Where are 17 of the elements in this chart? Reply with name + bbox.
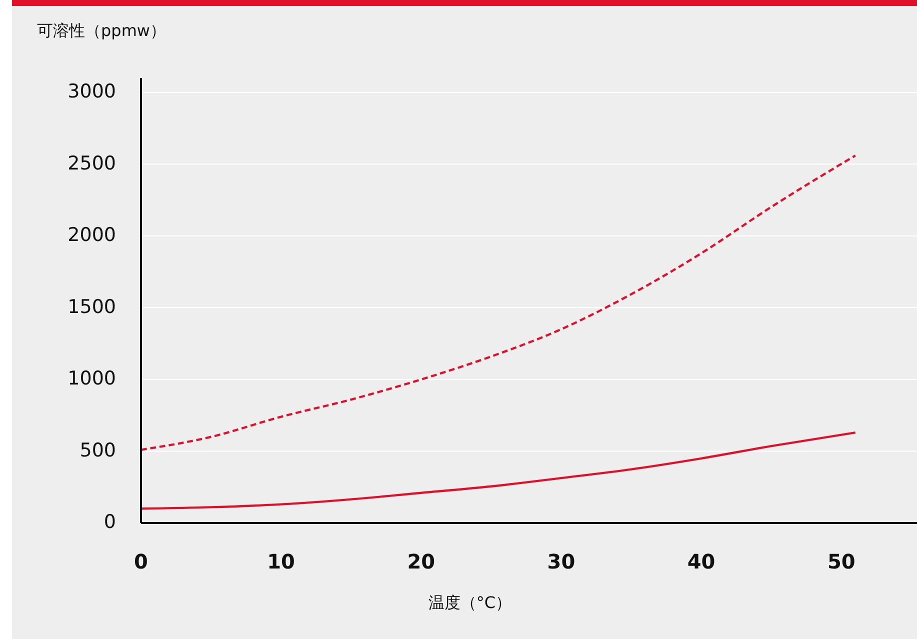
y-tick-label: 2000 <box>68 224 116 246</box>
x-tick-label: 30 <box>547 549 576 574</box>
x-tick-label: 0 <box>134 549 148 574</box>
y-tick-label: 1000 <box>68 368 116 390</box>
y-tick-label: 0 <box>104 511 116 534</box>
x-tick-label: 40 <box>687 549 716 574</box>
y-tick-label: 3000 <box>68 80 116 103</box>
x-tick-label: 20 <box>407 549 436 574</box>
y-tick-label: 500 <box>80 439 116 462</box>
y-tick-label: 1500 <box>68 296 116 318</box>
line-series <box>140 154 856 451</box>
y-axis-title: 可溶性（ppmw） <box>37 21 166 40</box>
x-tick-label: 10 <box>267 549 295 574</box>
line-series <box>140 431 856 510</box>
y-tick-label: 2500 <box>68 152 116 174</box>
x-axis-title: 温度（°C） <box>428 593 512 612</box>
x-tick-label: 50 <box>827 549 856 574</box>
